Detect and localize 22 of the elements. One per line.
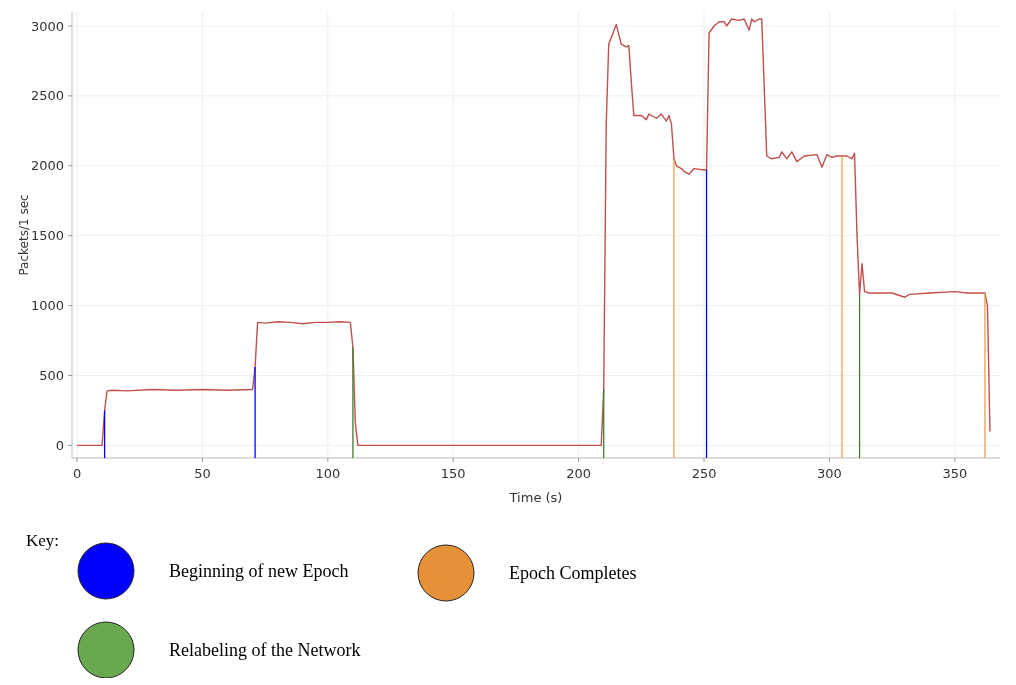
x-tick-label: 150	[440, 466, 466, 481]
y-tick-label: 1000	[30, 298, 64, 314]
x-tick-label: 50	[194, 466, 211, 481]
y-axis-title: Packets/1 sec	[17, 194, 31, 276]
x-axis-title: Time (s)	[508, 490, 563, 505]
legend-title: Key:	[26, 531, 60, 550]
x-tick-label: 300	[817, 466, 842, 481]
y-tick-label: 1500	[30, 228, 64, 244]
y-tick-label: 2000	[30, 158, 64, 174]
y-tick-label: 2500	[30, 88, 64, 104]
text: Relabeling of the Network	[169, 640, 361, 661]
y-tick-label: 0	[55, 437, 64, 453]
y-tick-label: 3000	[30, 18, 64, 34]
x-tick-label: 100	[315, 466, 341, 481]
text: Beginning of new Epoch	[169, 561, 349, 582]
x-tick-label: 0	[72, 466, 82, 481]
text: Epoch Completes	[509, 563, 637, 584]
x-tick-label: 250	[691, 466, 717, 481]
x-tick-label: 350	[942, 466, 968, 481]
line-series	[76, 18, 991, 447]
y-tick-label: 500	[39, 368, 64, 384]
x-tick-label: 200	[566, 466, 592, 481]
